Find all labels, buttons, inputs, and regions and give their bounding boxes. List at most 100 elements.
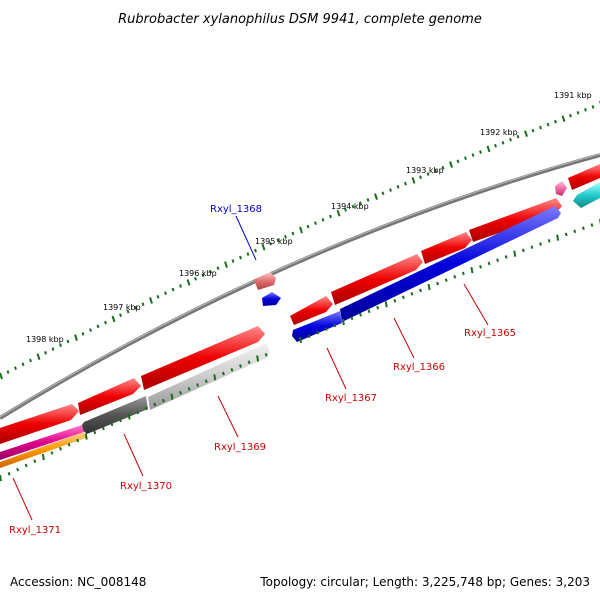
lower-tick bbox=[84, 433, 88, 440]
gene-rev-magenta[interactable] bbox=[0, 425, 84, 460]
lower-tick bbox=[581, 226, 585, 231]
gene-fwd-pink[interactable] bbox=[555, 181, 567, 196]
lower-tick bbox=[547, 238, 551, 243]
scale-major-tick bbox=[74, 334, 78, 341]
scale-labels: 1391 kbp 1392 kbp 1393 kbp 1394 kbp 1395… bbox=[26, 91, 592, 344]
lower-tick bbox=[556, 234, 560, 241]
scale-minor-tick bbox=[44, 351, 47, 355]
label-rxyl-1366[interactable]: Rxyl_1366 bbox=[393, 362, 445, 373]
lower-tick bbox=[316, 330, 320, 335]
lower-tick bbox=[127, 413, 131, 420]
label-rxyl-1365[interactable]: Rxyl_1365 bbox=[464, 328, 516, 339]
scale-minor-tick bbox=[81, 332, 85, 336]
lower-tick bbox=[410, 292, 414, 296]
gene-fwd-5[interactable] bbox=[331, 254, 423, 305]
gene-fwd-7[interactable] bbox=[469, 198, 562, 242]
scale-major-tick bbox=[336, 209, 341, 217]
gene-rev-darkgrey[interactable] bbox=[80, 396, 148, 434]
accession-text: Accession: NC_008148 bbox=[10, 575, 146, 589]
scale-major-tick bbox=[149, 297, 153, 304]
gene-rev-orange[interactable] bbox=[0, 432, 86, 468]
lower-tick bbox=[187, 387, 191, 391]
scale-major-tick bbox=[486, 145, 491, 153]
leader-1368 bbox=[235, 215, 257, 261]
scale-minor-tick bbox=[171, 287, 175, 292]
scale-major-tick bbox=[224, 261, 228, 268]
topology-text: Topology: circular; Length: 3,225,748 bp… bbox=[259, 575, 590, 589]
scale-major-tick bbox=[261, 243, 266, 251]
label-rxyl-1370[interactable]: Rxyl_1370 bbox=[120, 481, 172, 492]
lower-tick bbox=[573, 229, 577, 234]
lower-tick bbox=[144, 406, 148, 411]
scale-minor-tick bbox=[479, 150, 482, 154]
gene-rev-blue-2[interactable] bbox=[340, 206, 561, 322]
lower-tick bbox=[530, 245, 534, 250]
scale-minor-tick bbox=[201, 273, 205, 278]
scale-minor-tick bbox=[464, 156, 467, 161]
lower-tick bbox=[230, 367, 234, 372]
scale-label-1397: 1397 kbp bbox=[103, 303, 141, 312]
scale-label-1392: 1392 kbp bbox=[480, 128, 518, 137]
lower-tick bbox=[136, 410, 140, 415]
leader-1367 bbox=[326, 347, 347, 390]
scale-minor-tick bbox=[396, 185, 400, 189]
gene-fwd-2[interactable] bbox=[78, 378, 141, 415]
scale-major-tick bbox=[299, 226, 303, 234]
leader-1369 bbox=[217, 395, 239, 438]
scale-major-tick bbox=[561, 115, 566, 122]
scale-minor-tick bbox=[494, 144, 497, 148]
lower-tick bbox=[367, 309, 371, 314]
scale-minor-tick bbox=[14, 366, 17, 371]
scale-minor-tick bbox=[156, 295, 160, 299]
lower-tick bbox=[513, 250, 517, 257]
scale-minor-tick bbox=[314, 221, 317, 226]
scale-minor-tick bbox=[141, 302, 145, 306]
scale-minor-tick bbox=[516, 134, 520, 139]
scale-major-ticks bbox=[0, 101, 600, 380]
gene-1368-salmon[interactable] bbox=[254, 272, 276, 290]
scale-minor-tick bbox=[6, 370, 10, 374]
label-rxyl-1368[interactable]: Rxyl_1368 bbox=[210, 204, 262, 215]
scale-minor-tick bbox=[531, 128, 535, 133]
gene-fwd-3[interactable] bbox=[141, 326, 265, 390]
lower-tick bbox=[179, 390, 182, 395]
scale-minor-tick bbox=[471, 153, 475, 157]
gene-fwd-4[interactable] bbox=[290, 296, 333, 325]
lower-tick bbox=[539, 242, 542, 246]
gene-rev-cyan[interactable] bbox=[573, 182, 600, 208]
gene-rev-blue-1[interactable] bbox=[292, 311, 342, 342]
scale-minor-tick bbox=[66, 339, 70, 344]
gene-rev-lightgrey[interactable] bbox=[148, 343, 270, 410]
scale-minor-tick bbox=[179, 284, 182, 288]
leader-1371 bbox=[12, 477, 33, 521]
lower-tick bbox=[256, 355, 260, 362]
scale-label-1398: 1398 kbp bbox=[26, 335, 64, 344]
lower-tick bbox=[59, 446, 62, 451]
gene-1368-blue[interactable] bbox=[262, 292, 281, 306]
label-rxyl-1367[interactable]: Rxyl_1367 bbox=[325, 393, 377, 404]
scale-minor-tick bbox=[209, 269, 212, 274]
lower-tick bbox=[7, 471, 11, 476]
scale-minor-tick bbox=[21, 362, 25, 367]
scale-minor-tick bbox=[344, 208, 347, 212]
scale-minor-tick bbox=[306, 224, 310, 229]
gene-fwd-8[interactable] bbox=[568, 164, 600, 190]
scale-minor-tick bbox=[276, 238, 280, 243]
gene-fwd-6[interactable] bbox=[421, 232, 472, 264]
label-rxyl-1369[interactable]: Rxyl_1369 bbox=[214, 442, 266, 453]
label-leaders bbox=[12, 215, 489, 521]
scale-minor-tick bbox=[216, 266, 220, 270]
lower-tick bbox=[24, 463, 28, 468]
lower-tick bbox=[504, 255, 508, 259]
scale-minor-tick bbox=[291, 231, 295, 236]
lower-tick bbox=[93, 430, 97, 435]
gene-fwd-1[interactable] bbox=[0, 404, 79, 444]
label-rxyl-1371[interactable]: Rxyl_1371 bbox=[9, 525, 61, 536]
scale-minor-tick bbox=[194, 277, 197, 281]
scale-minor-tick bbox=[366, 198, 370, 202]
leader-1370 bbox=[123, 433, 144, 477]
scale-minor-tick bbox=[441, 165, 445, 170]
lower-tick bbox=[213, 374, 217, 381]
scale-minor-tick bbox=[434, 169, 437, 173]
